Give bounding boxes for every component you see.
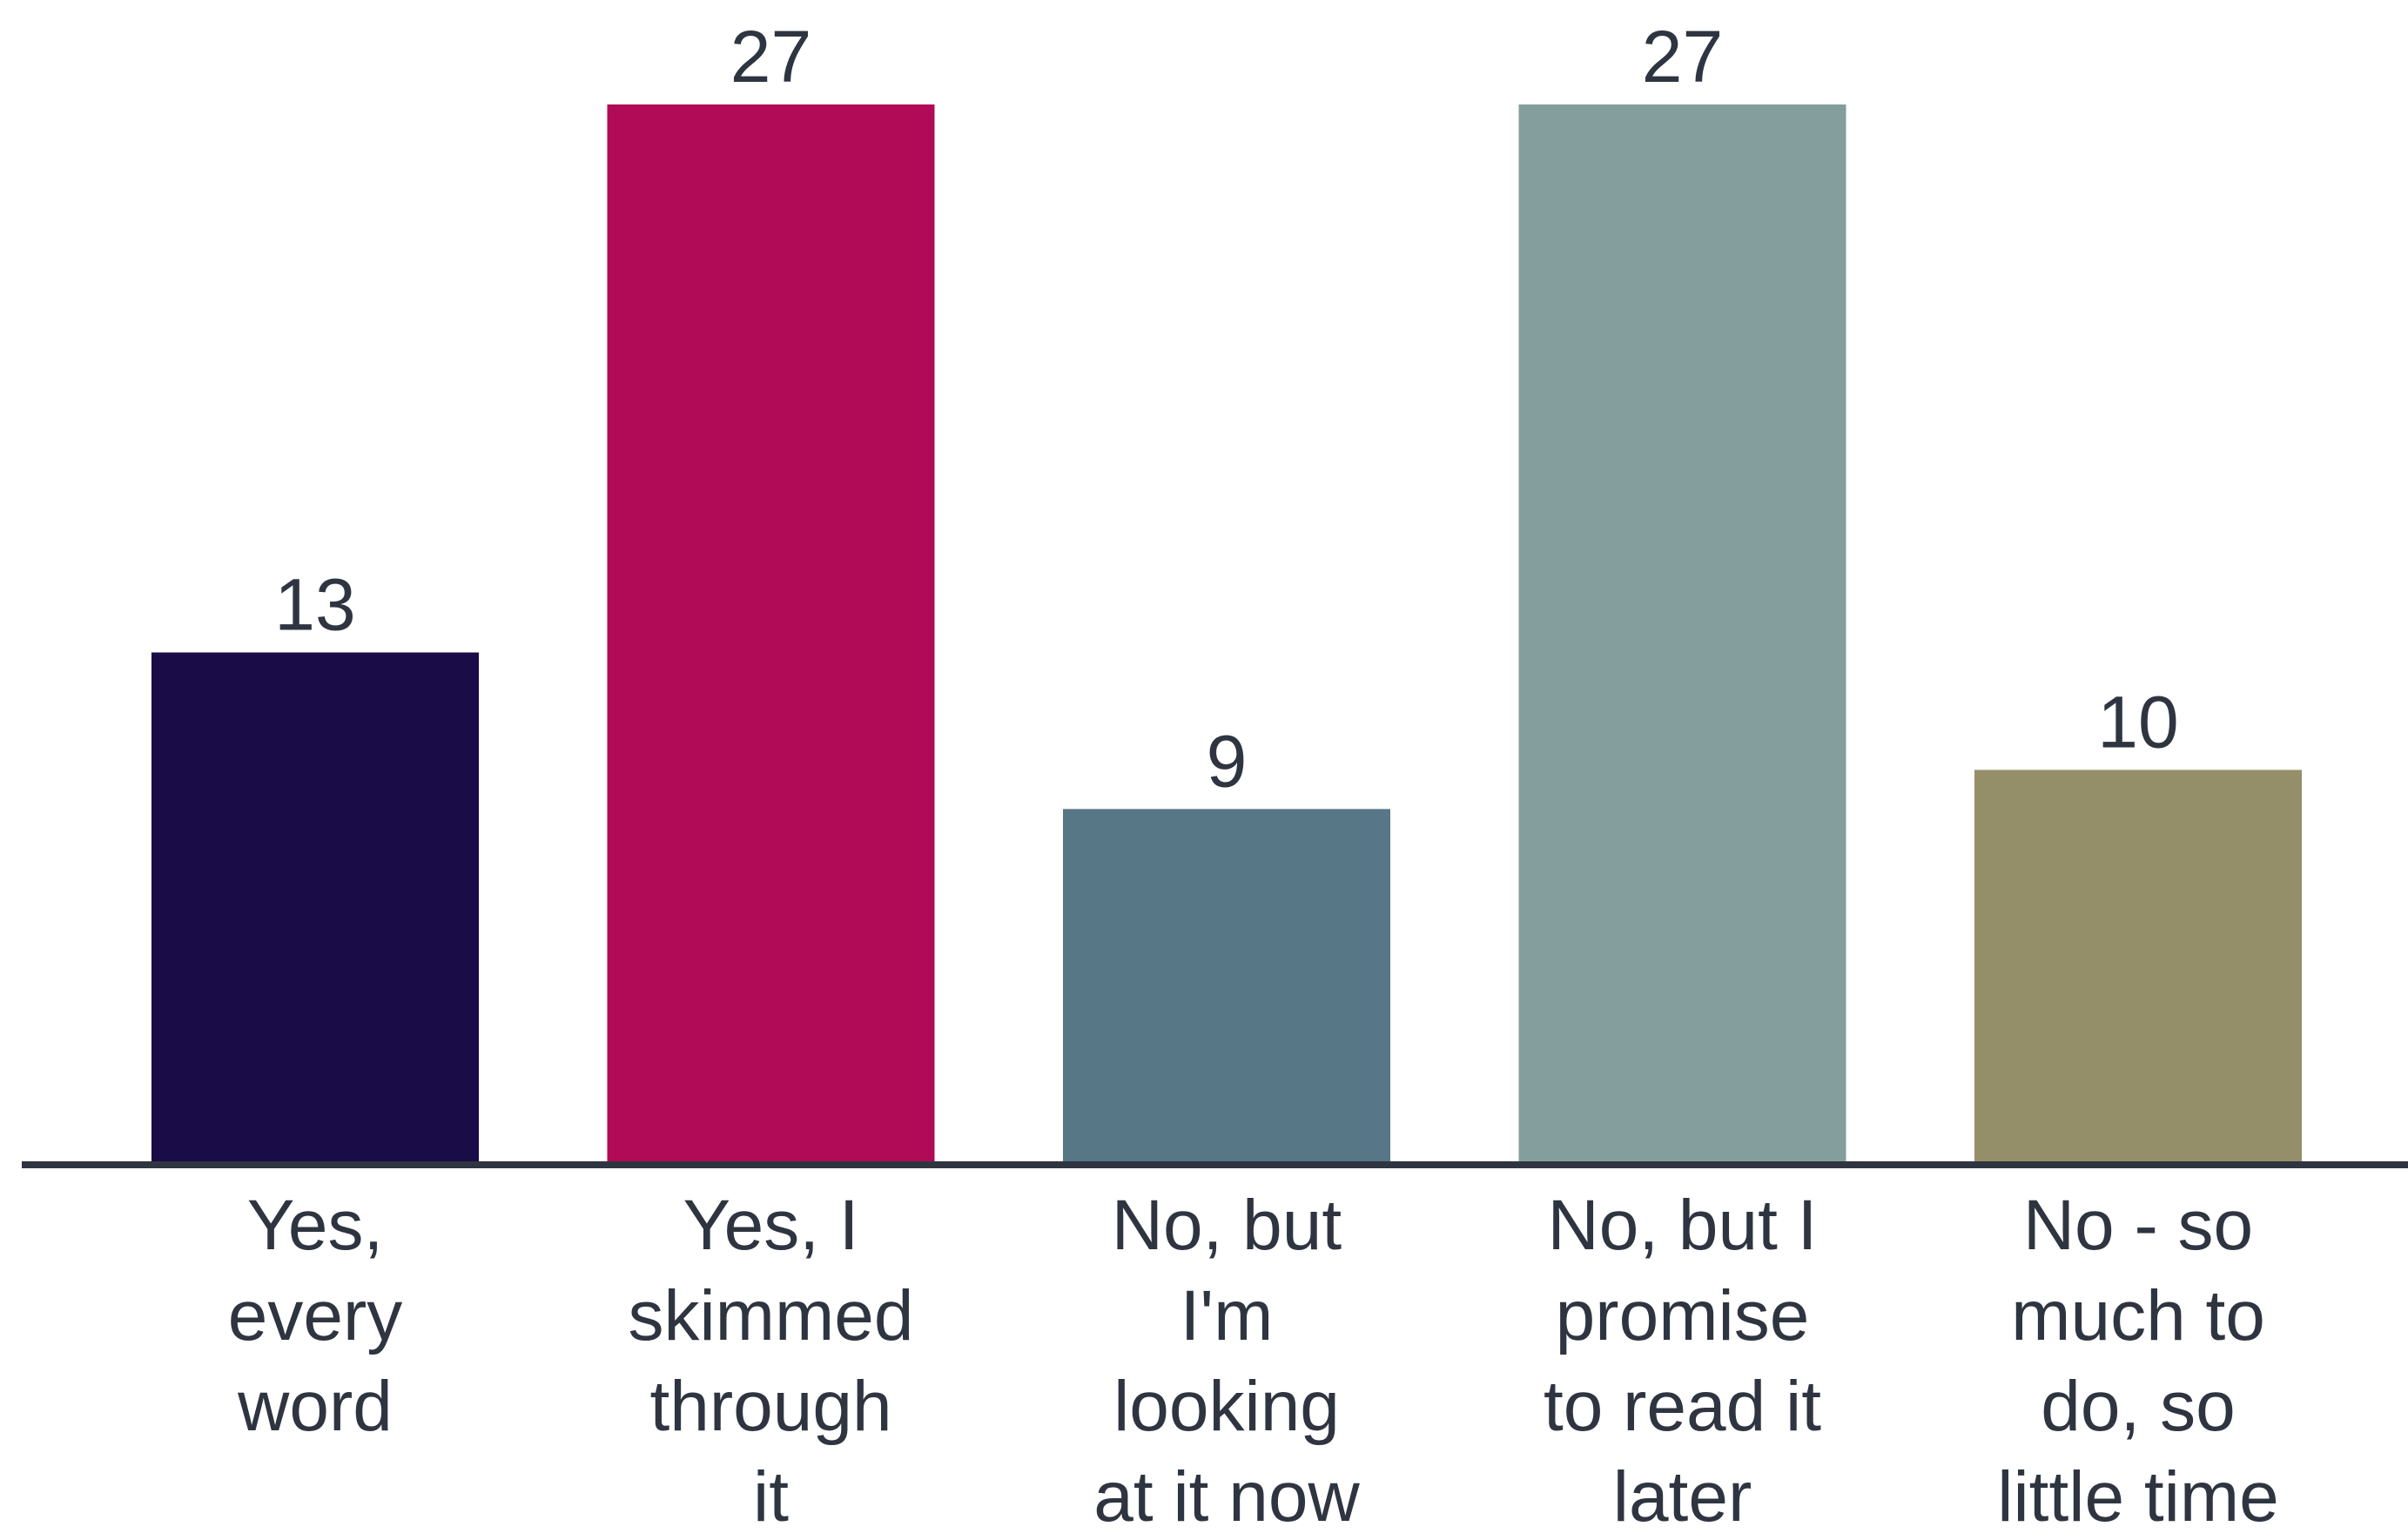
- category-label-line: little time: [1997, 1457, 2279, 1536]
- category-label-line: I'm: [1180, 1276, 1274, 1355]
- category-label-line: through: [649, 1367, 891, 1446]
- category-label-line: Yes,: [247, 1186, 384, 1265]
- bar-2: [607, 104, 935, 1161]
- category-label-4: No, but I promise to read it later: [1544, 1186, 1821, 1536]
- category-label-line: Yes, I: [683, 1186, 858, 1265]
- category-label-line: word: [237, 1367, 393, 1446]
- category-label-2: Yes, I skimmed through it: [628, 1186, 913, 1536]
- value-labels-layer: 13 27 9 27 10: [274, 16, 2178, 802]
- category-label-line: No, but I: [1548, 1186, 1818, 1265]
- bar-value-label-5: 10: [2097, 681, 2178, 763]
- category-label-3: No, but I'm looking at it now: [1093, 1186, 1360, 1536]
- bar-value-label-4: 27: [1642, 16, 1723, 98]
- category-label-1: Yes, every word: [228, 1186, 403, 1446]
- category-label-line: looking: [1113, 1367, 1340, 1446]
- category-label-line: to read it: [1544, 1367, 1821, 1446]
- bar-value-label-2: 27: [730, 16, 811, 98]
- category-label-line: No - so: [2023, 1186, 2253, 1265]
- category-label-line: do, so: [2041, 1367, 2235, 1446]
- category-label-line: it: [753, 1457, 789, 1536]
- bar-3: [1063, 809, 1390, 1161]
- category-label-line: much to: [2011, 1276, 2265, 1355]
- bar-5: [1974, 770, 2302, 1161]
- category-label-line: No, but: [1112, 1186, 1342, 1265]
- bar-1: [151, 652, 479, 1161]
- bar-4: [1518, 104, 1846, 1161]
- bars-layer: [151, 104, 2302, 1161]
- bar-value-label-3: 9: [1207, 720, 1248, 802]
- category-labels-layer: Yes, every word Yes, I skimmed through it No, b…: [228, 1186, 2279, 1537]
- category-label-line: every: [228, 1276, 403, 1355]
- category-label-line: promise: [1556, 1276, 1810, 1355]
- category-label-line: at it now: [1093, 1457, 1360, 1536]
- category-label-line: later: [1613, 1457, 1752, 1536]
- category-label-line: skimmed: [628, 1276, 913, 1355]
- category-label-5: No - so much to do, so little time: [1997, 1186, 2279, 1536]
- bar-value-label-1: 13: [274, 563, 355, 645]
